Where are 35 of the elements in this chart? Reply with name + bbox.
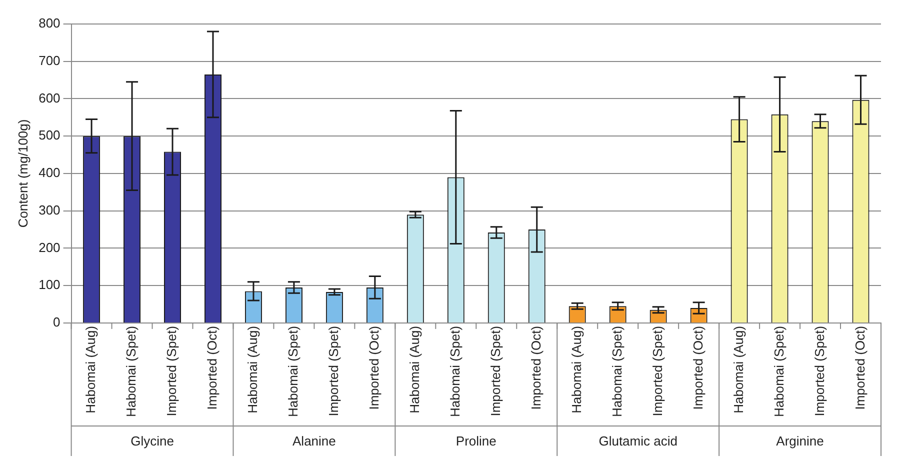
x-tick-label: Imported (Oct) xyxy=(366,326,382,410)
y-axis-title: Content (mg/100g) xyxy=(15,119,30,228)
x-tick-label: Imported (Oct) xyxy=(204,326,220,410)
x-tick-label: Habomai (Aug) xyxy=(406,326,422,414)
text: Alanine xyxy=(292,434,336,449)
x-tick-label: Imported (Oct) xyxy=(852,326,868,410)
x-tick-label: Habomai (Aug) xyxy=(83,326,98,414)
x-tick-label: Habomai (Spet) xyxy=(447,326,462,418)
x-tick-label: Habomai (Aug) xyxy=(730,326,746,414)
x-tick-label: Imported (Oct) xyxy=(690,326,706,410)
text: Glycine xyxy=(130,434,174,449)
x-tick-label: Habomai (Aug) xyxy=(245,326,260,414)
y-tick-label: 200 xyxy=(38,240,60,255)
text: Proline xyxy=(456,434,496,449)
y-tick-label: 100 xyxy=(38,277,60,292)
y-tick-label: 600 xyxy=(38,90,60,106)
x-tick-label: Imported (Spet) xyxy=(812,326,827,416)
y-tick-label: 800 xyxy=(38,16,60,31)
y-tick-label: 300 xyxy=(38,202,60,218)
y-tick-label: 400 xyxy=(38,165,60,180)
x-tick-label: Habomai (Spet) xyxy=(609,326,624,418)
x-tick-label: Imported (Spet) xyxy=(326,326,342,416)
x-tick-label: Imported (Spet) xyxy=(164,326,180,416)
x-tick-label: Habomai (Spet) xyxy=(771,326,786,418)
text: Arginine xyxy=(776,434,824,449)
x-tick-label: Habomai (Spet) xyxy=(124,326,139,418)
x-tick-label: Habomai (Aug) xyxy=(568,326,584,414)
x-tick-label: Imported (Spet) xyxy=(488,326,503,416)
y-tick-label: 500 xyxy=(38,128,60,143)
x-tick-label: Habomai (Spet) xyxy=(286,326,301,418)
x-tick-label: Imported (Spet) xyxy=(650,326,665,416)
y-tick-label: 0 xyxy=(53,314,60,330)
text: Glutamic acid xyxy=(598,434,678,449)
y-tick-label: 700 xyxy=(38,52,60,68)
x-tick-label: Imported (Oct) xyxy=(528,326,544,410)
